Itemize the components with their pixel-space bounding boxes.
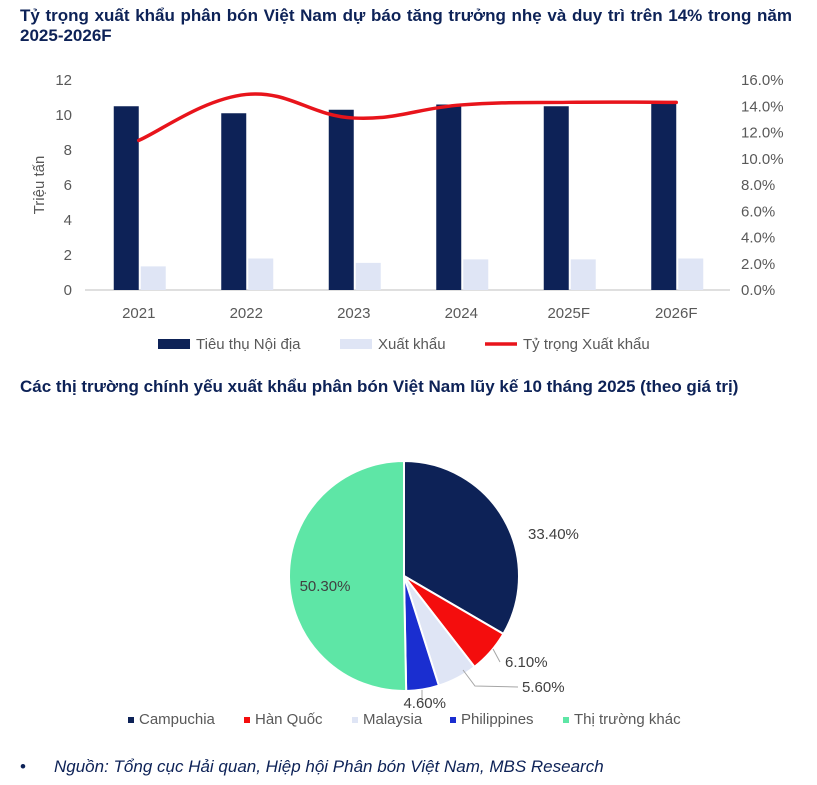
x-tick-label: 2024 — [445, 305, 478, 322]
legend-swatch — [352, 717, 358, 723]
pie-data-label: 4.60% — [403, 695, 446, 712]
y-tick-label: 8 — [64, 142, 72, 159]
chart2-title: Các thị trường chính yếu xuất khẩu phân … — [20, 377, 739, 396]
pie-data-label: 33.40% — [528, 526, 579, 543]
pie-leader-line — [462, 669, 519, 688]
bar-export — [463, 259, 489, 290]
bar-domestic — [651, 102, 677, 290]
bullet-icon — [20, 757, 54, 777]
pie-slice — [403, 575, 476, 687]
y-tick-label: 6 — [64, 177, 72, 194]
legend-label: Campuchia — [139, 711, 216, 728]
y2-tick-label: 14.0% — [741, 98, 784, 115]
legend-label: Hàn Quốc — [255, 711, 323, 728]
y2-tick-label: 2.0% — [741, 256, 775, 273]
pie-data-label: 5.60% — [522, 679, 565, 696]
x-tick-label: 2026F — [655, 305, 698, 322]
pie-leader-line — [492, 648, 501, 663]
legend-label: Philippines — [461, 711, 534, 728]
legend-label: Thị trường khác — [574, 711, 681, 728]
y-tick-label: 2 — [64, 247, 72, 264]
series-line-export-share — [137, 92, 678, 143]
y2-tick-label: 16.0% — [741, 72, 784, 89]
y2-tick-label: 12.0% — [741, 125, 784, 142]
x-tick-label: 2022 — [230, 305, 263, 322]
pie-slice — [403, 459, 520, 636]
source-note: Nguồn: Tổng cục Hải quan, Hiệp hội Phân … — [20, 757, 604, 777]
pie-slice — [403, 575, 505, 669]
x-tick-label: 2025F — [547, 305, 590, 322]
x-tick-label: 2021 — [122, 305, 155, 322]
y-tick-label: 4 — [64, 212, 72, 229]
y-tick-label: 12 — [55, 72, 72, 89]
bar-export — [570, 259, 596, 290]
legend-swatch — [128, 717, 134, 723]
legend-label: Tỷ trọng Xuất khẩu — [523, 336, 650, 353]
y2-tick-label: 6.0% — [741, 203, 775, 220]
y2-tick-label: 10.0% — [741, 151, 784, 168]
pie-slice — [403, 575, 441, 692]
bar-domestic — [436, 104, 462, 290]
bar-domestic — [543, 106, 569, 290]
pie-data-label: 50.30% — [300, 578, 351, 595]
legend-swatch — [158, 339, 190, 349]
bar-export — [140, 266, 166, 290]
legend-swatch — [244, 717, 250, 723]
bar-export — [248, 258, 274, 290]
legend-label: Xuất khẩu — [378, 336, 446, 353]
bar-domestic — [328, 109, 354, 290]
legend-swatch — [563, 717, 569, 723]
combo-chart: 0 2 4 6 8 10 12 0.0% 2.0% 4.0% 6.0% 8.0% 10.0% 12.0% 1… — [31, 72, 784, 353]
legend-label: Malaysia — [363, 711, 423, 728]
bar-domestic — [113, 106, 139, 290]
chart1-title: Tỷ trọng xuất khẩu phân bón Việt Nam dự … — [20, 6, 792, 45]
legend-label: Tiêu thụ Nội địa — [196, 336, 301, 353]
pie-slice — [288, 459, 408, 692]
x-tick-label: 2023 — [337, 305, 370, 322]
y-tick-label: 10 — [55, 107, 72, 124]
pie-data-label: 6.10% — [505, 654, 548, 671]
y2-tick-label: 4.0% — [741, 230, 775, 247]
y-tick-label: 0 — [64, 282, 72, 299]
bar-export — [678, 258, 704, 290]
legend-swatch — [340, 339, 372, 349]
bar-export — [355, 262, 381, 290]
source-text: Nguồn: Tổng cục Hải quan, Hiệp hội Phân … — [54, 757, 604, 776]
y-axis-title: Triệu tấn — [31, 156, 48, 215]
legend-swatch — [450, 717, 456, 723]
bar-domestic — [221, 113, 247, 290]
y2-tick-label: 8.0% — [741, 177, 775, 194]
y2-tick-label: 0.0% — [741, 282, 775, 299]
